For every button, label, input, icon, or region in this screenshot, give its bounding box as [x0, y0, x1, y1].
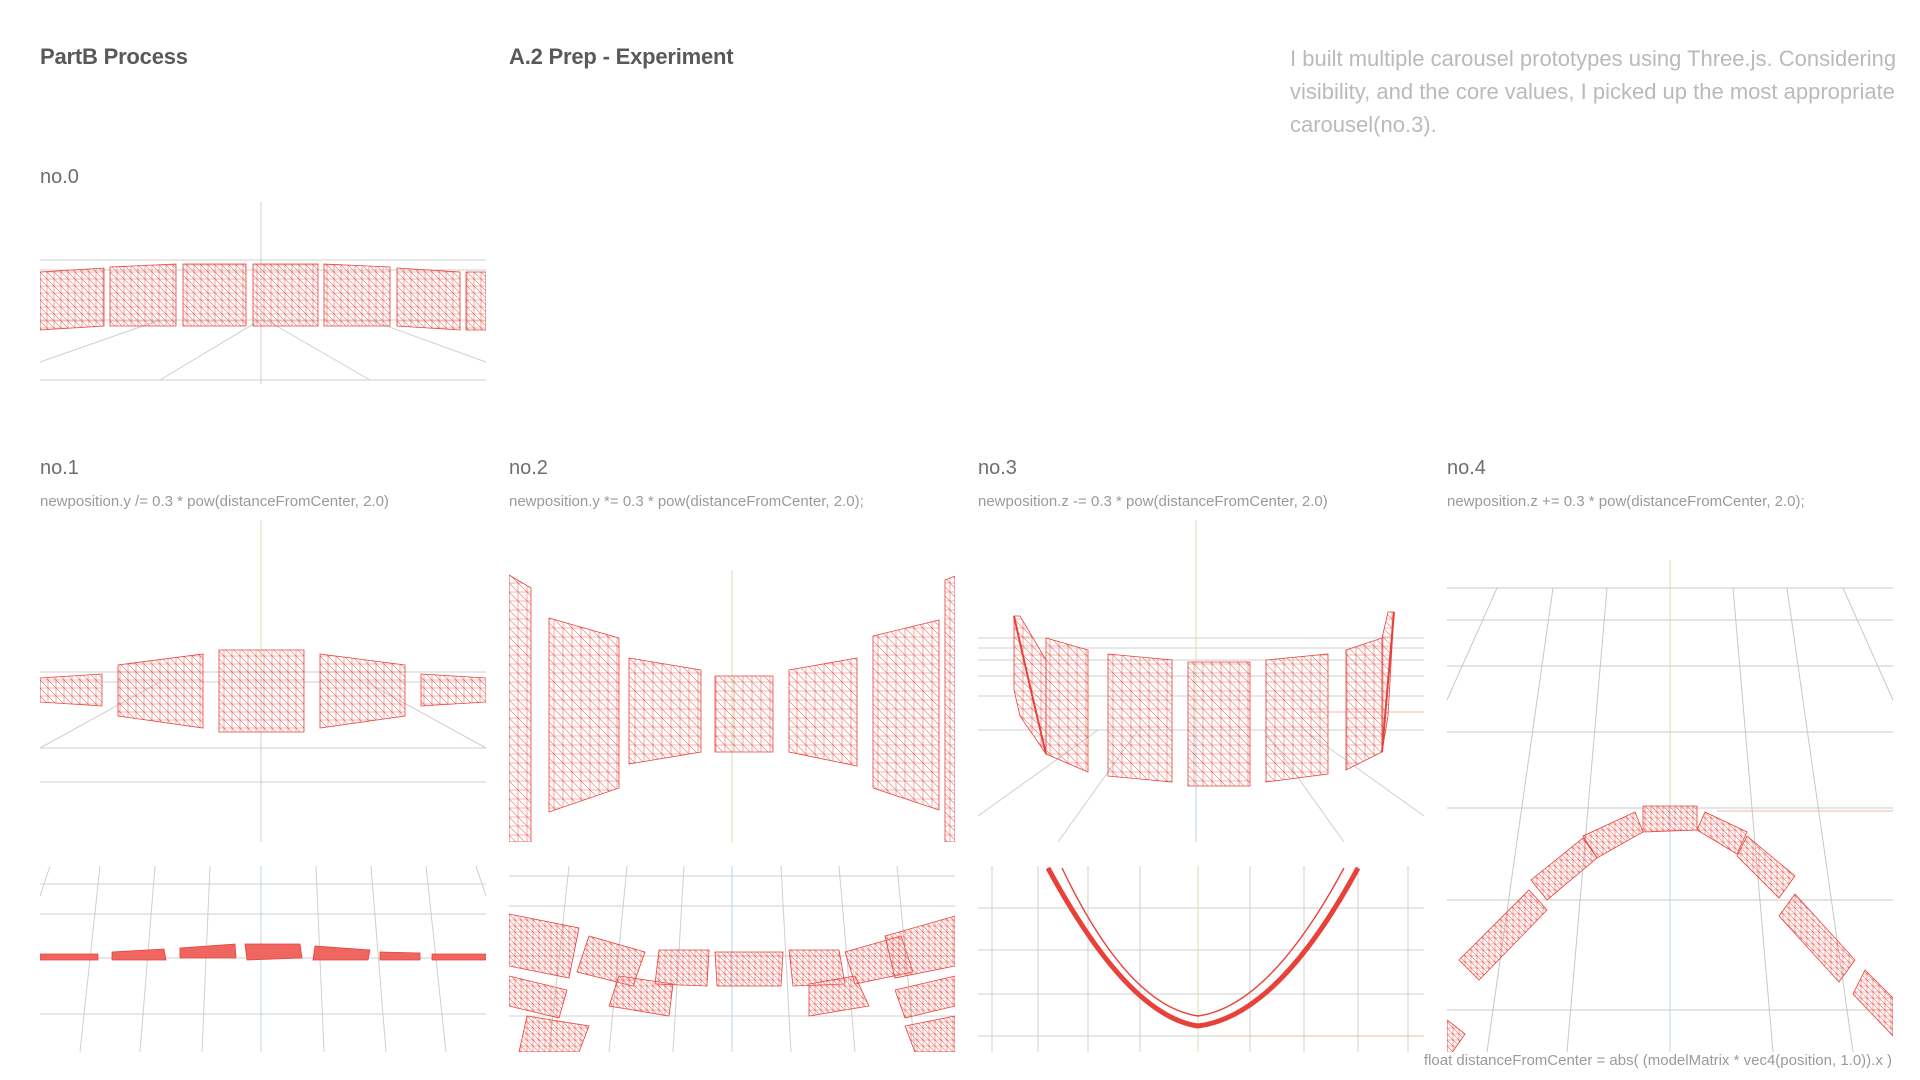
prototype-2-top-svg — [509, 866, 955, 1052]
prototype-1-front-svg — [40, 520, 486, 842]
prototype-0-wireframe — [40, 202, 486, 384]
prototype-3-top-view — [978, 866, 1424, 1052]
prototype-0-svg — [40, 202, 486, 384]
prototype-label-4: no.4 — [1447, 457, 1486, 479]
prototype-label-1: no.1 — [40, 457, 79, 479]
prototype-1-front-view — [40, 520, 486, 842]
prototype-2-top-view — [509, 866, 955, 1052]
distance-formula: float distanceFromCenter = abs( (modelMa… — [1423, 1052, 1892, 1069]
prototype-code-2: newposition.y *= 0.3 * pow(distanceFromC… — [509, 493, 864, 510]
prototype-code-4: newposition.z += 0.3 * pow(distanceFromC… — [1447, 493, 1805, 510]
description-text: I built multiple carousel prototypes usi… — [1290, 46, 1897, 137]
prototype-label-3: no.3 — [978, 457, 1017, 479]
prototype-4-view — [1447, 560, 1893, 1052]
prototype-1-top-view — [40, 866, 486, 1052]
prototype-label-0: no.0 — [40, 166, 79, 188]
prototype-code-1: newposition.y /= 0.3 * pow(distanceFromC… — [40, 493, 389, 510]
section-title: PartB Process — [40, 44, 188, 69]
subsection-title: A.2 Prep - Experiment — [509, 44, 734, 69]
prototype-1-top-svg — [40, 866, 486, 1052]
prototype-3-top-svg — [978, 866, 1424, 1052]
prototype-label-2: no.2 — [509, 457, 548, 479]
prototype-2-front-svg — [509, 570, 955, 842]
prototype-4-svg — [1447, 560, 1893, 1052]
prototype-code-3: newposition.z -= 0.3 * pow(distanceFromC… — [978, 493, 1328, 510]
prototype-3-front-svg — [978, 520, 1424, 842]
prototype-2-front-view — [509, 520, 955, 842]
prototype-3-front-view — [978, 520, 1424, 842]
